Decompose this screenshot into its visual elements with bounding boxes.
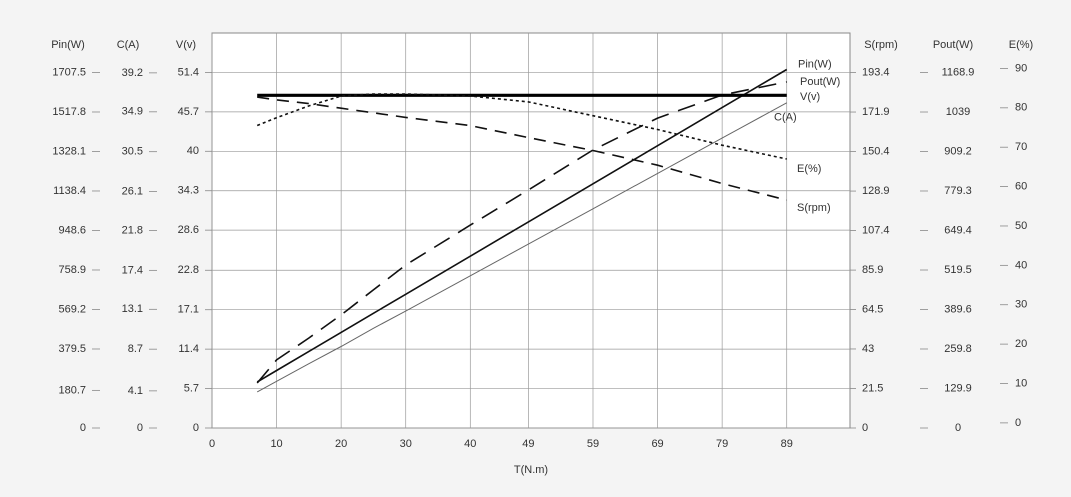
y-tick-label: 758.9: [58, 264, 86, 276]
x-tick-label: 49: [522, 438, 534, 450]
y-axis-title: C(A): [117, 39, 140, 51]
x-tick-label: 79: [716, 438, 728, 450]
y-tick-label: 1168.9: [942, 66, 975, 78]
y-tick-label: 13.1: [122, 303, 143, 315]
y-tick-label: 40: [187, 145, 199, 157]
y-tick-label: 8.7: [128, 343, 143, 355]
y-tick-label: 17.4: [122, 264, 143, 276]
series-line: [256, 81, 787, 384]
x-tick-label: 30: [400, 438, 412, 450]
y-tick-label: 34.3: [178, 185, 199, 197]
y-tick-label: 70: [1015, 141, 1027, 153]
y-axis-title: V(v): [176, 39, 196, 51]
y-tick-label: 21.5: [862, 382, 883, 394]
y-tick-label: 4.1: [128, 385, 143, 397]
y-tick-label: 107.4: [862, 224, 890, 236]
y-tick-label: 1138.4: [53, 185, 86, 197]
y-tick-label: 129.9: [944, 382, 972, 394]
series-line: [256, 93, 787, 160]
y-tick-label: 0: [955, 422, 961, 434]
y-tick-label: 17.1: [178, 304, 199, 316]
y-tick-label: 51.4: [178, 66, 199, 78]
y-tick-label: 0: [862, 422, 868, 434]
x-tick-label: 0: [209, 438, 215, 450]
y-tick-label: 34.9: [122, 106, 143, 118]
series-line: [257, 96, 787, 201]
y-tick-label: 1039: [946, 106, 970, 118]
y-tick-label: 90: [1015, 62, 1027, 74]
series-label: V(v): [800, 91, 820, 103]
y-tick-label: 11.4: [178, 343, 199, 355]
y-tick-label: 39.2: [122, 67, 143, 79]
x-tick-label: 10: [270, 438, 282, 450]
y-tick-label: 22.8: [178, 264, 199, 276]
y-tick-label: 80: [1015, 102, 1027, 114]
y-tick-label: 30: [1015, 299, 1027, 311]
y-tick-label: 1328.1: [52, 145, 86, 157]
y-tick-label: 0: [137, 422, 143, 434]
y-tick-label: 1517.8: [52, 106, 86, 118]
y-tick-label: 0: [80, 422, 86, 434]
y-tick-label: 150.4: [862, 145, 890, 157]
x-tick-label: 20: [335, 438, 347, 450]
x-tick-label: 40: [464, 438, 476, 450]
y-tick-label: 948.6: [58, 224, 86, 236]
y-axis-title: Pout(W): [933, 39, 973, 51]
y-tick-label: 1707.5: [52, 66, 86, 78]
y-tick-label: 171.9: [862, 106, 890, 118]
series-label: Pout(W): [800, 76, 840, 88]
y-tick-label: 40: [1015, 259, 1027, 271]
y-tick-label: 10: [1015, 377, 1027, 389]
y-tick-label: 64.5: [862, 303, 883, 315]
x-axis-label: T(N.m): [514, 464, 548, 476]
series-line: [256, 68, 788, 383]
series-label: S(rpm): [797, 202, 831, 214]
y-tick-label: 128.9: [862, 185, 890, 197]
y-tick-label: 779.3: [944, 185, 972, 197]
y-tick-label: 519.5: [944, 264, 972, 276]
y-tick-label: 26.1: [122, 185, 143, 197]
y-tick-label: 50: [1015, 220, 1027, 232]
y-tick-label: 85.9: [862, 264, 883, 276]
y-axis-title: S(rpm): [864, 39, 898, 51]
y-tick-label: 30.5: [122, 146, 143, 158]
y-tick-label: 379.5: [58, 343, 86, 355]
series-label: E(%): [797, 163, 821, 175]
y-tick-label: 0: [1015, 417, 1021, 429]
y-tick-label: 909.2: [944, 145, 972, 157]
y-tick-label: 45.7: [178, 106, 199, 118]
y-tick-label: 259.8: [944, 343, 972, 355]
y-tick-label: 389.6: [944, 303, 972, 315]
y-tick-label: 180.7: [58, 384, 86, 396]
x-tick-label: 89: [781, 438, 793, 450]
y-tick-label: 5.7: [184, 382, 199, 394]
y-tick-label: 28.6: [178, 224, 199, 236]
y-tick-label: 193.4: [862, 66, 890, 78]
y-tick-label: 0: [193, 422, 199, 434]
y-tick-label: 60: [1015, 180, 1027, 192]
y-tick-label: 21.8: [122, 224, 143, 236]
x-tick-label: 69: [651, 438, 663, 450]
series-label: Pin(W): [798, 58, 832, 70]
series-line: [256, 102, 787, 393]
x-tick-label: 59: [587, 438, 599, 450]
y-tick-label: 43: [862, 343, 874, 355]
y-tick-label: 569.2: [58, 303, 86, 315]
series-label: C(A): [774, 112, 797, 124]
y-tick-label: 20: [1015, 338, 1027, 350]
y-axis-title: E(%): [1009, 39, 1033, 51]
y-tick-label: 649.4: [944, 224, 972, 236]
y-axis-title: Pin(W): [51, 39, 85, 51]
